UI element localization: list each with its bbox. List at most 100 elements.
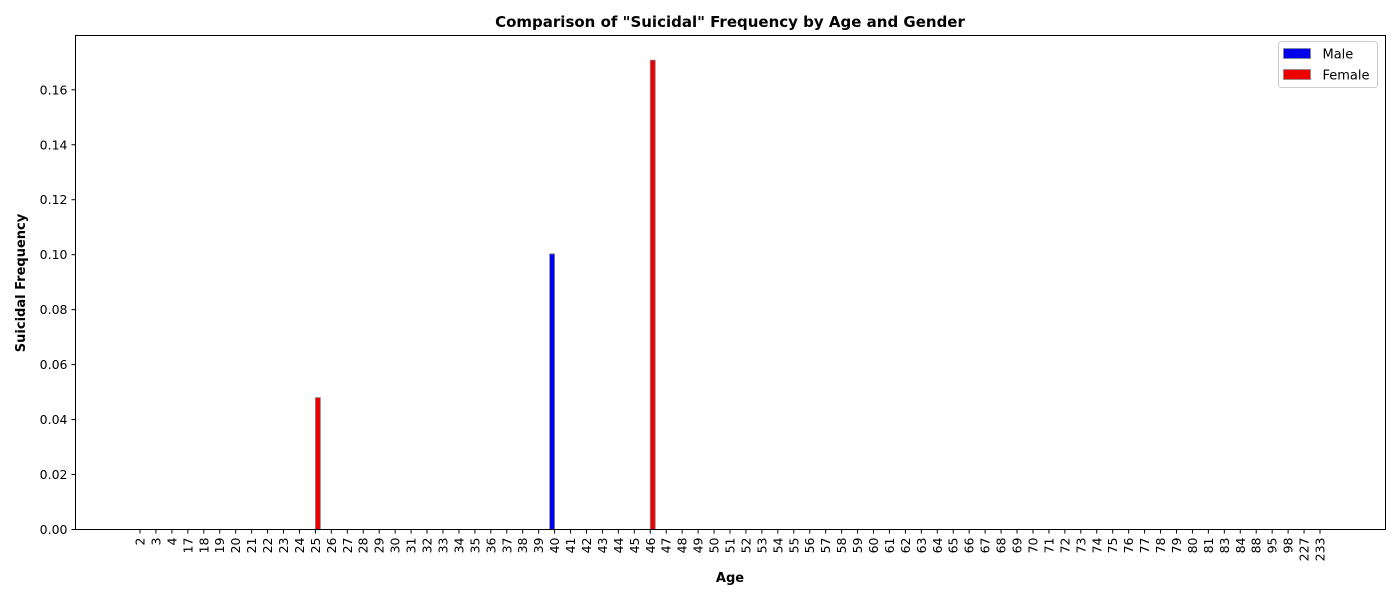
x-tick-label: 39	[531, 537, 546, 553]
x-tick-label: 57	[818, 538, 833, 554]
x-tick-label: 19	[212, 537, 227, 553]
x-tick-label: 71	[1041, 538, 1056, 554]
x-tick-label: 56	[802, 537, 817, 553]
x-tick-label: 77	[1137, 538, 1152, 554]
x-tick-label: 69	[1010, 537, 1025, 553]
x-tick-label: 32	[420, 538, 435, 554]
x-tick-label: 76	[1121, 537, 1136, 553]
x-tick-label: 79	[1169, 537, 1184, 553]
x-tick-label: 98	[1281, 537, 1296, 553]
y-tick-label: 0.10	[40, 247, 68, 262]
legend-swatch-male	[1283, 48, 1311, 59]
x-tick-label: 227	[1297, 538, 1312, 562]
x-tick-label: 33	[435, 538, 450, 554]
x-tick-label: 68	[994, 537, 1009, 553]
x-tick-label: 23	[276, 538, 291, 554]
x-tick-label: 43	[595, 538, 610, 554]
x-tick-label: 17	[180, 538, 195, 554]
x-tick-label: 67	[978, 538, 993, 554]
x-tick-label: 78	[1153, 537, 1168, 553]
x-tick-label: 64	[930, 537, 945, 553]
x-tick-label: 28	[356, 537, 371, 553]
x-tick-label: 4	[164, 537, 179, 545]
x-tick-label: 44	[611, 537, 626, 553]
x-tick-label: 21	[244, 538, 259, 554]
legend: Male Female	[1278, 41, 1378, 88]
x-tick-label: 75	[1105, 538, 1120, 554]
bar-female-25	[315, 397, 321, 530]
legend-swatch-female	[1283, 69, 1311, 80]
x-tick-label: 88	[1249, 537, 1264, 553]
y-tick-label: 0.04	[40, 412, 68, 427]
x-tick-label: 29	[372, 537, 387, 553]
x-tick-label: 59	[850, 537, 865, 553]
x-tick-label: 83	[1217, 538, 1232, 554]
x-tick-label: 51	[723, 538, 738, 554]
x-tick-label: 42	[579, 538, 594, 554]
x-tick-label: 47	[659, 538, 674, 554]
legend-label-male: Male	[1323, 48, 1354, 63]
x-axis-label: Age	[716, 571, 744, 586]
y-axis-label: Suicidal Frequency	[14, 213, 29, 352]
y-tick-label: 0.16	[40, 82, 68, 97]
x-tick-label: 31	[404, 538, 419, 554]
x-tick-label: 40	[547, 537, 562, 553]
x-tick-label: 52	[738, 538, 753, 554]
x-tick-label: 63	[914, 538, 929, 554]
chart-title: Comparison of "Suicidal" Frequency by Ag…	[495, 13, 965, 31]
y-tick-label: 0.12	[40, 192, 68, 207]
x-tick-label: 62	[898, 538, 913, 554]
x-tick-label: 81	[1201, 538, 1216, 554]
legend-label-female: Female	[1323, 69, 1370, 84]
bar-male-40	[549, 253, 555, 530]
plot-frame	[75, 35, 1386, 530]
x-tick-label: 2	[133, 538, 148, 546]
x-tick-label: 25	[308, 538, 323, 554]
x-tick-label: 41	[563, 538, 578, 554]
x-tick-label: 61	[882, 538, 897, 554]
x-tick-label: 54	[770, 537, 785, 553]
x-tick-label: 65	[946, 538, 961, 554]
x-tick-label: 24	[292, 537, 307, 553]
x-tick-label: 48	[675, 537, 690, 553]
x-tick-label: 55	[786, 538, 801, 554]
x-tick-label: 80	[1185, 537, 1200, 553]
x-tick-label: 84	[1233, 537, 1248, 553]
x-tick-label: 53	[754, 538, 769, 554]
x-tick-label: 20	[228, 537, 243, 553]
x-tick-label: 38	[515, 537, 530, 553]
y-tick-label: 0.00	[40, 522, 68, 537]
x-tick-label: 36	[483, 537, 498, 553]
x-tick-label: 233	[1313, 538, 1328, 562]
x-tick-label: 50	[707, 537, 722, 553]
y-tick-label: 0.06	[40, 357, 68, 372]
x-tick-label: 66	[962, 537, 977, 553]
x-tick-label: 35	[467, 538, 482, 554]
x-tick-label: 18	[196, 537, 211, 553]
x-tick-label: 34	[451, 537, 466, 553]
x-tick-label: 45	[627, 538, 642, 554]
x-tick-label: 72	[1057, 538, 1072, 554]
x-tick-label: 46	[643, 537, 658, 553]
x-tick-label: 26	[324, 537, 339, 553]
x-tick-label: 49	[691, 537, 706, 553]
y-tick-label: 0.08	[40, 302, 68, 317]
x-tick-label: 37	[499, 538, 514, 554]
bars-group	[315, 59, 656, 530]
x-tick-label: 60	[866, 537, 881, 553]
y-tick-label: 0.02	[40, 467, 68, 482]
x-tick-label: 73	[1073, 538, 1088, 554]
x-tick-label: 22	[260, 538, 275, 554]
x-tick-label: 95	[1265, 538, 1280, 554]
x-axis-ticks: 2 3 4 17 18 19 20 21 22 23 24 25 26 27 28 29 30 31 32 33 34 3…	[133, 529, 1328, 562]
y-tick-label: 0.14	[40, 137, 68, 152]
x-tick-label: 27	[340, 538, 355, 554]
x-tick-label: 30	[388, 537, 403, 553]
x-tick-label: 3	[148, 538, 163, 546]
x-tick-label: 74	[1089, 537, 1104, 553]
y-axis-ticks: 0.00 0.02 0.04 0.06 0.08 0.10 0.12 0.14 0.16	[40, 82, 76, 537]
x-tick-label: 58	[834, 537, 849, 553]
x-tick-label: 70	[1025, 537, 1040, 553]
bar-female-46	[649, 59, 656, 530]
